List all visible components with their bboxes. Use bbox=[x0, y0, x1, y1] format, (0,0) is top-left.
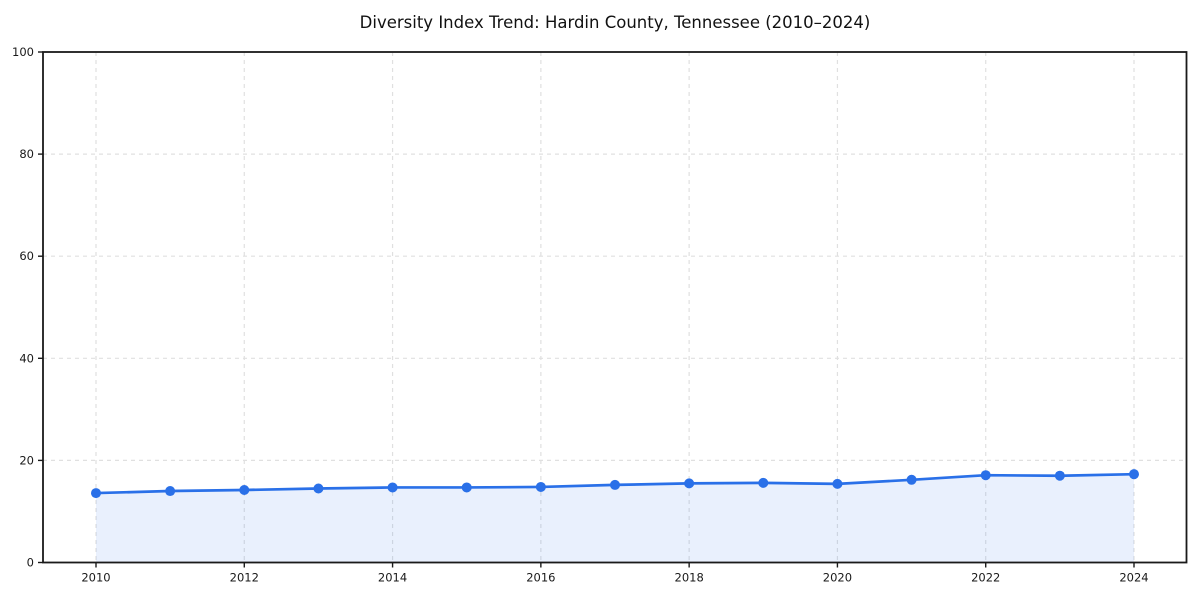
x-tick-label: 2016 bbox=[526, 571, 555, 585]
data-point-2024 bbox=[1129, 469, 1139, 480]
data-point-2018 bbox=[684, 478, 695, 489]
x-tick-label: 2018 bbox=[675, 571, 704, 585]
data-point-2012 bbox=[239, 485, 250, 496]
y-tick-label: 60 bbox=[19, 249, 34, 263]
data-point-2022 bbox=[980, 470, 991, 481]
y-tick-label: 20 bbox=[19, 453, 34, 467]
x-tick-label: 2020 bbox=[823, 571, 852, 585]
data-point-2015 bbox=[461, 482, 472, 493]
y-tick-label: 0 bbox=[27, 556, 34, 570]
data-point-2013 bbox=[313, 483, 324, 494]
data-point-2011 bbox=[165, 486, 176, 497]
data-point-2020 bbox=[832, 478, 843, 489]
x-tick-label: 2014 bbox=[378, 571, 407, 585]
x-tick-label: 2012 bbox=[230, 571, 259, 585]
data-point-2016 bbox=[535, 481, 546, 492]
data-point-2023 bbox=[1054, 470, 1065, 481]
x-tick-label: 2010 bbox=[81, 571, 110, 585]
x-tick-label: 2022 bbox=[971, 571, 1000, 585]
x-tick-label: 2024 bbox=[1119, 571, 1148, 585]
chart-title: Diversity Index Trend: Hardin County, Te… bbox=[359, 13, 871, 32]
plot-border bbox=[42, 51, 1188, 564]
data-point-2019 bbox=[758, 477, 769, 488]
area-fill bbox=[96, 474, 1134, 563]
y-tick-label: 80 bbox=[19, 147, 34, 161]
y-tick-label: 40 bbox=[19, 351, 34, 365]
data-point-2010 bbox=[91, 488, 101, 499]
data-point-2017 bbox=[610, 479, 620, 490]
data-point-2021 bbox=[906, 474, 917, 485]
y-tick-label: 100 bbox=[12, 45, 34, 59]
data-point-2014 bbox=[387, 482, 398, 493]
